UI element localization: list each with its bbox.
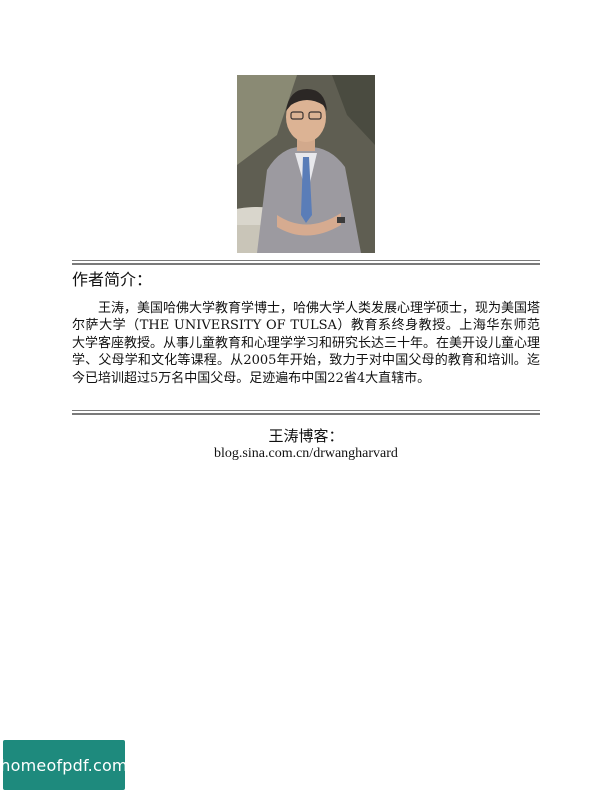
bottom-divider — [72, 410, 540, 415]
watermark-logo: homeofpdf.com — [0, 740, 128, 790]
author-photo — [237, 75, 375, 253]
blog-title: 王涛博客： — [268, 427, 344, 445]
blog-url: blog.sina.com.cn/drwangharvard — [214, 446, 398, 461]
author-bio-paragraph: 王涛，美国哈佛大学教育学博士，哈佛大学人类发展心理学硕士，现为美国塔尔萨大学（T… — [72, 301, 541, 386]
author-intro-heading: 作者简介： — [72, 270, 153, 289]
top-divider — [72, 260, 540, 265]
watermark-text: homeofpdf.com — [0, 755, 128, 775]
